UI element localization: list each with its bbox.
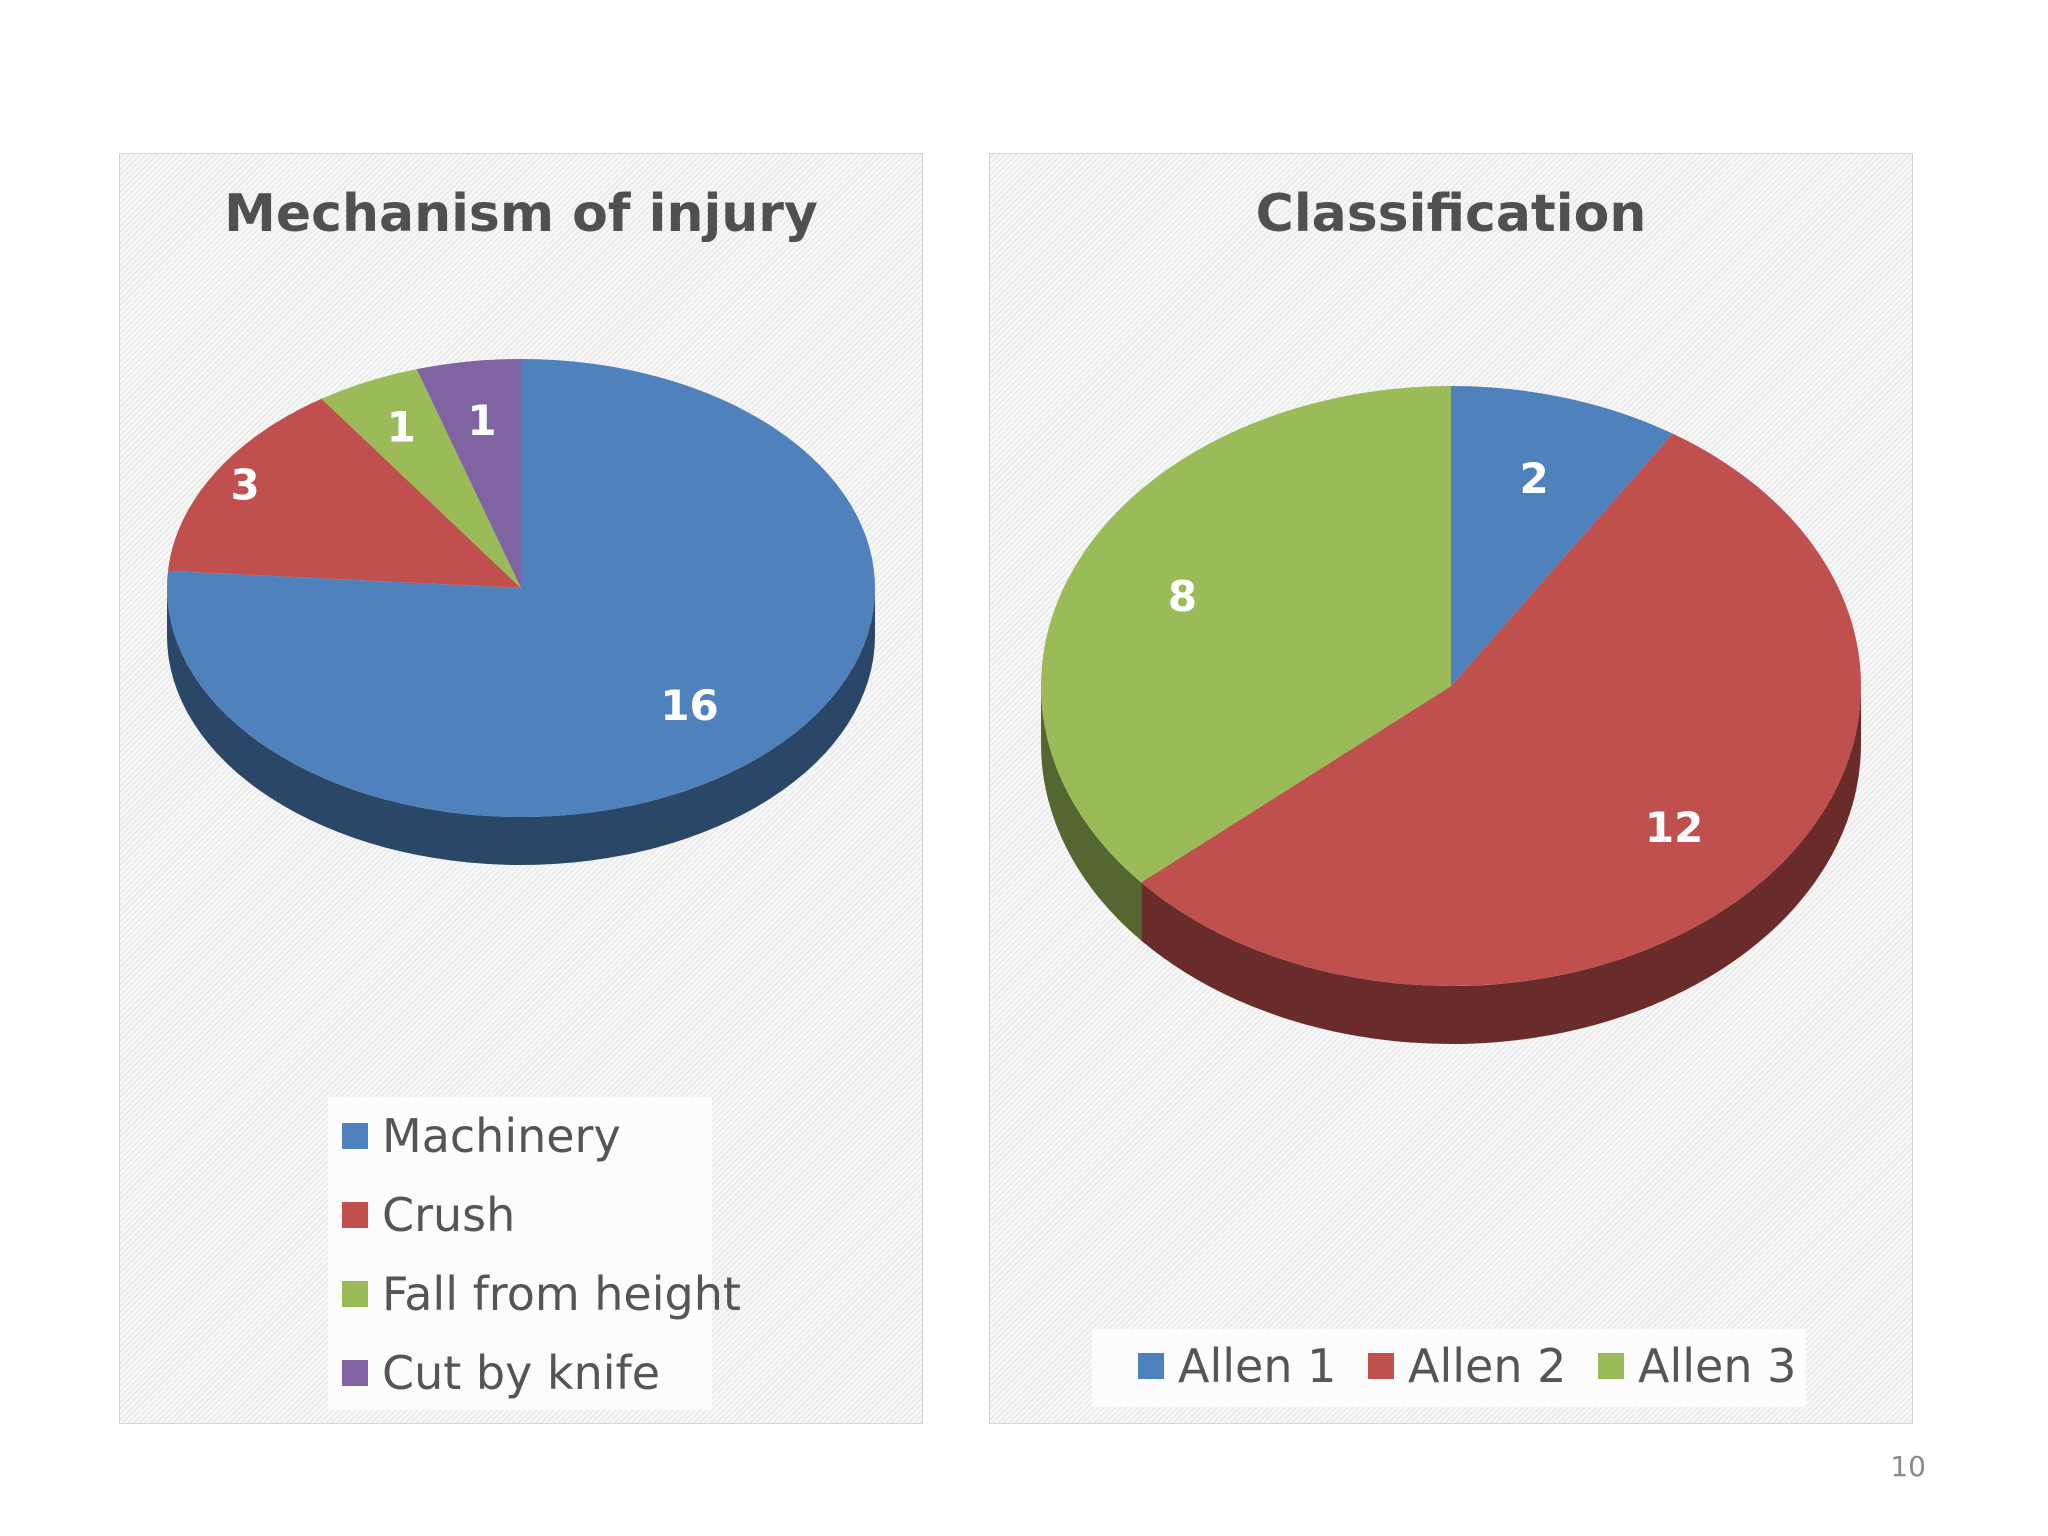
- page-number: 10: [1890, 1450, 1926, 1483]
- legend-swatch: [342, 1202, 368, 1228]
- chart-panel-mechanism: Mechanism of injury 16 3 1 1 Machinery Crus…: [119, 153, 923, 1424]
- data-label-machinery: 16: [660, 681, 718, 730]
- legend-label: Allen 3: [1638, 1339, 1797, 1393]
- chart-title: Mechanism of injury: [224, 184, 818, 244]
- legend-swatch: [1598, 1353, 1624, 1379]
- legend-swatch: [1138, 1353, 1164, 1379]
- legend-label: Crush: [382, 1188, 516, 1242]
- data-label-fall-from-height: 1: [387, 403, 416, 452]
- pie-chart-classification: 2 12 8: [1041, 386, 1862, 1044]
- legend-swatch: [342, 1360, 368, 1386]
- legend-item-machinery: Machinery: [342, 1109, 621, 1163]
- legend-swatch: [1368, 1353, 1394, 1379]
- data-label-crush: 3: [230, 460, 259, 509]
- legend-swatch: [342, 1123, 368, 1149]
- data-label-cut-by-knife: 1: [467, 396, 496, 445]
- pie-slice-allen-3: [1041, 386, 1451, 883]
- data-label-allen-3: 8: [1168, 572, 1197, 621]
- pie-slice-side-allen-2: [1141, 686, 1861, 1044]
- legend-item-crush: Crush: [342, 1188, 515, 1242]
- chart-panel-classification: Classification 2 12 8 Allen 1 Allen 2 Alle…: [989, 153, 1913, 1424]
- legend: Machinery Crush Fall from height Cut by …: [328, 1097, 741, 1410]
- legend-label: Allen 1: [1178, 1339, 1337, 1393]
- legend-item-allen-1: Allen 1: [1138, 1339, 1336, 1393]
- legend: Allen 1 Allen 2 Allen 3: [1092, 1329, 1806, 1407]
- legend-label: Fall from height: [382, 1267, 741, 1321]
- pie-slice-fall-from-height: [321, 369, 521, 588]
- legend-label: Cut by knife: [382, 1346, 661, 1400]
- pie-chart-mechanism: 16 3 1 1: [166, 359, 875, 865]
- legend-item-allen-3: Allen 3: [1598, 1339, 1796, 1393]
- legend-item-cut-by-knife: Cut by knife: [342, 1346, 660, 1400]
- pie-slice-allen-1: [1451, 386, 1673, 686]
- legend-swatch: [342, 1281, 368, 1307]
- legend-label: Allen 2: [1408, 1339, 1567, 1393]
- legend-label: Machinery: [382, 1109, 621, 1163]
- pie-slice-crush: [167, 398, 521, 588]
- pie-slice-allen-2: [1141, 433, 1862, 987]
- legend-item-allen-2: Allen 2: [1368, 1339, 1566, 1393]
- pie-slice-side-allen-3: [1041, 686, 1142, 941]
- pie-slice-cut-by-knife: [416, 359, 521, 588]
- data-label-allen-2: 12: [1645, 803, 1703, 852]
- data-label-allen-1: 2: [1520, 454, 1549, 503]
- legend-item-fall-from-height: Fall from height: [342, 1267, 741, 1321]
- pie-slice-side-machinery: [167, 588, 875, 865]
- chart-title: Classification: [1255, 184, 1647, 244]
